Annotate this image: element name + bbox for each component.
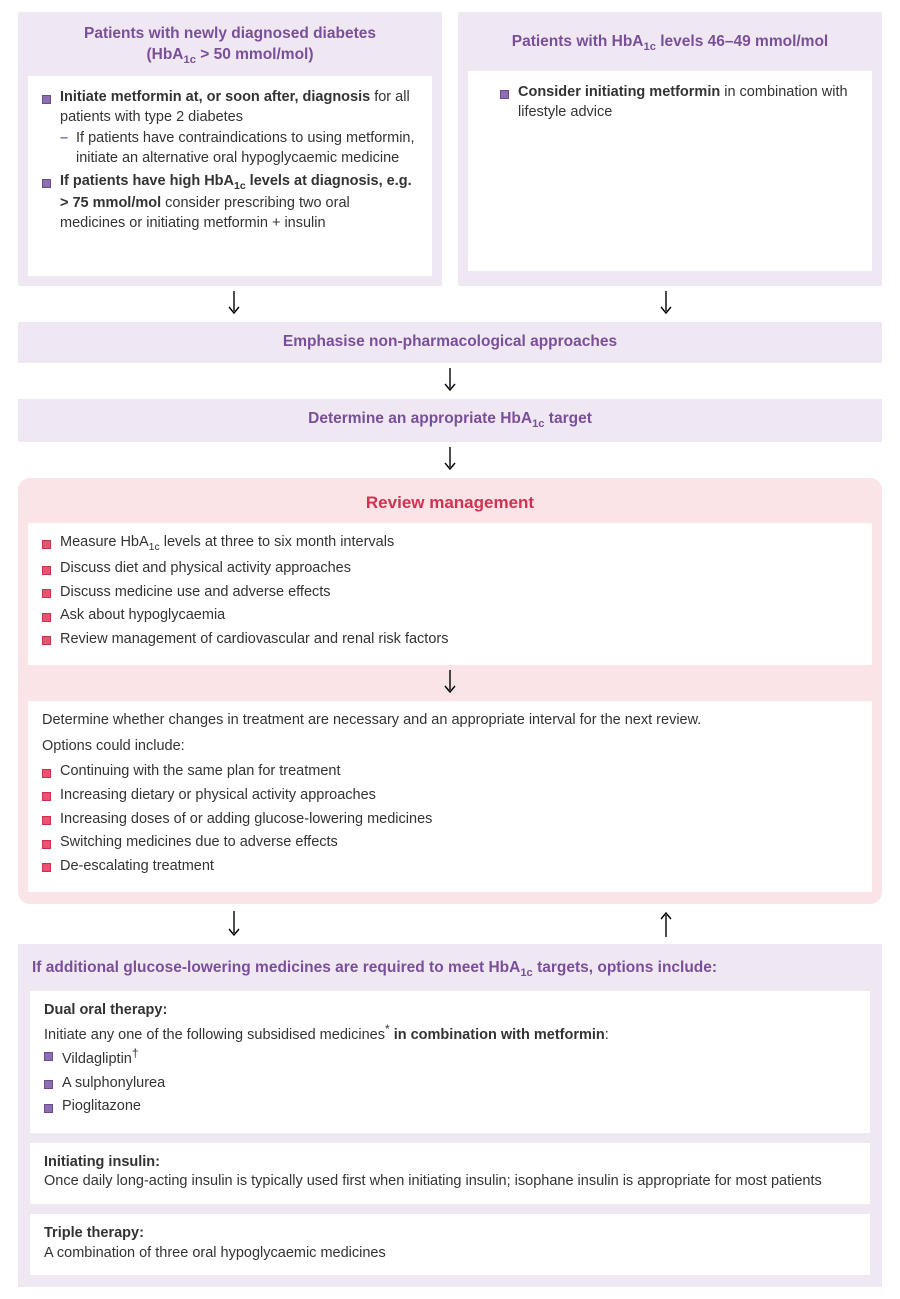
list-item: De-escalating treatment [42, 857, 858, 877]
list-item: Measure HbA1c levels at three to six mon… [42, 533, 858, 555]
option-triple: Triple therapy: A combination of three o… [30, 1214, 870, 1275]
triple-text: A combination of three oral hypoglycaemi… [44, 1244, 856, 1264]
panel-newly-diagnosed-body: Initiate metformin at, or soon after, di… [28, 76, 432, 276]
top-panels-row: Patients with newly diagnosed diabetes (… [18, 12, 882, 286]
panel-prediabetes: Patients with HbA1c levels 46–49 mmol/mo… [458, 12, 882, 286]
arrow-emphasise-to-target [18, 366, 882, 396]
list-item: Ask about hypoglycaemia [42, 606, 858, 626]
list-item: Discuss medicine use and adverse effects [42, 583, 858, 603]
panel-prediabetes-body: Consider initiating metformin in combina… [468, 71, 872, 271]
review-checklist: Measure HbA1c levels at three to six mon… [42, 533, 858, 649]
option-insulin: Initiating insulin: Once daily long-acti… [30, 1143, 870, 1204]
insulin-text: Once daily long-acting insulin is typica… [44, 1172, 856, 1192]
arrow-down-icon [18, 366, 882, 396]
options-panel: If additional glucose-lowering medicines… [18, 944, 882, 1287]
newly-diagnosed-list: Initiate metformin at, or soon after, di… [42, 88, 418, 233]
arrow-up-icon [450, 907, 882, 941]
list-item: If patients have high HbA1c levels at di… [42, 172, 418, 233]
list-subitem: If patients have contraindications to us… [60, 129, 418, 168]
arrow-down-icon [18, 289, 450, 319]
insulin-lead: Initiating insulin: [44, 1154, 160, 1170]
review-options-intro: Determine whether changes in treatment a… [42, 711, 858, 731]
arrows-review-options-loop [18, 904, 882, 944]
list-item: Increasing dietary or physical activity … [42, 786, 858, 806]
arrow-review-internal [28, 668, 872, 698]
review-panel: Review management Measure HbA1c levels a… [18, 478, 882, 904]
panel-prediabetes-header: Patients with HbA1c levels 46–49 mmol/mo… [468, 20, 872, 71]
options-header: If additional glucose-lowering medicines… [30, 954, 870, 991]
review-options-list: Continuing with the same plan for treatm… [42, 762, 858, 876]
list-item: Continuing with the same plan for treatm… [42, 762, 858, 782]
arrow-down-icon [450, 289, 882, 319]
dual-oral-intro: Initiate any one of the following subsid… [44, 1021, 856, 1045]
band-emphasise: Emphasise non-pharmacological approaches [18, 322, 882, 363]
dual-oral-list: Vildagliptin† A sulphonylurea Pioglitazone [44, 1045, 856, 1117]
arrow-down-icon [18, 907, 450, 941]
option-dual-oral: Dual oral therapy: Initiate any one of t… [30, 991, 870, 1132]
arrow-target-to-review [18, 445, 882, 475]
list-item: Discuss diet and physical activity appro… [42, 559, 858, 579]
header-line1: Patients with newly diagnosed diabetes [84, 25, 376, 42]
prediabetes-list: Consider initiating metformin in combina… [482, 83, 858, 122]
list-item: Review management of cardiovascular and … [42, 630, 858, 650]
review-options-lead: Options could include: [42, 737, 858, 757]
arrow-down-icon [28, 668, 872, 698]
list-item: Switching medicines due to adverse effec… [42, 833, 858, 853]
review-header: Review management [28, 488, 872, 523]
panel-newly-diagnosed-header: Patients with newly diagnosed diabetes (… [28, 20, 432, 76]
band-target: Determine an appropriate HbA1c target [18, 399, 882, 442]
list-item: Vildagliptin† [44, 1045, 856, 1069]
list-item: Pioglitazone [44, 1097, 856, 1117]
triple-lead: Triple therapy: [44, 1225, 144, 1241]
review-box-checklist: Measure HbA1c levels at three to six mon… [28, 523, 872, 665]
header-line2: (HbA1c > 50 mmol/mol) [146, 46, 313, 63]
review-box-options: Determine whether changes in treatment a… [28, 701, 872, 892]
list-item: Increasing doses of or adding glucose-lo… [42, 810, 858, 830]
list-item: A sulphonylurea [44, 1074, 856, 1094]
list-item: Initiate metformin at, or soon after, di… [42, 88, 418, 168]
panel-newly-diagnosed: Patients with newly diagnosed diabetes (… [18, 12, 442, 286]
arrows-top-to-emphasise [18, 286, 882, 322]
dual-oral-lead: Dual oral therapy: [44, 1002, 167, 1018]
list-item: Consider initiating metformin in combina… [500, 83, 858, 122]
arrow-down-icon [18, 445, 882, 475]
